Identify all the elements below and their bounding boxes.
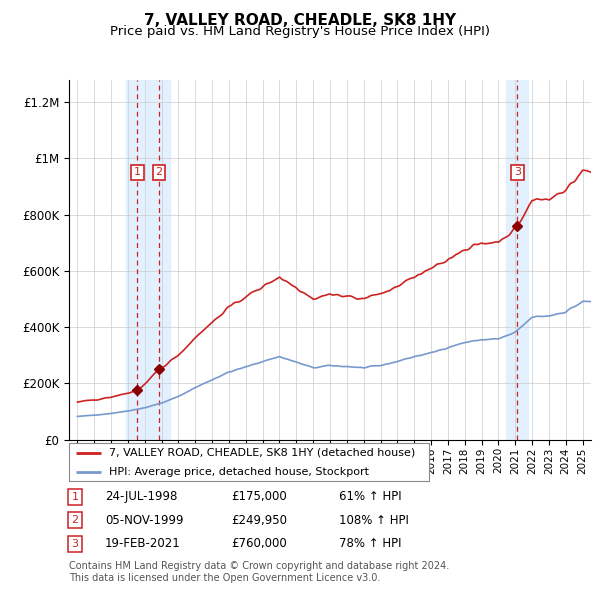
Text: 61% ↑ HPI: 61% ↑ HPI <box>339 490 401 503</box>
Bar <box>127 80 148 440</box>
Text: 7, VALLEY ROAD, CHEADLE, SK8 1HY (detached house): 7, VALLEY ROAD, CHEADLE, SK8 1HY (detach… <box>109 448 415 458</box>
Text: 7, VALLEY ROAD, CHEADLE, SK8 1HY: 7, VALLEY ROAD, CHEADLE, SK8 1HY <box>144 13 456 28</box>
Text: 78% ↑ HPI: 78% ↑ HPI <box>339 537 401 550</box>
Text: 2: 2 <box>155 168 163 178</box>
Bar <box>506 80 529 440</box>
Text: 108% ↑ HPI: 108% ↑ HPI <box>339 514 409 527</box>
Text: 2: 2 <box>71 516 79 525</box>
Text: 1: 1 <box>134 168 141 178</box>
Text: 3: 3 <box>71 539 79 549</box>
Text: 05-NOV-1999: 05-NOV-1999 <box>105 514 184 527</box>
Text: HPI: Average price, detached house, Stockport: HPI: Average price, detached house, Stoc… <box>109 467 368 477</box>
Text: Price paid vs. HM Land Registry's House Price Index (HPI): Price paid vs. HM Land Registry's House … <box>110 25 490 38</box>
Text: 3: 3 <box>514 168 521 178</box>
Bar <box>148 80 170 440</box>
Text: £760,000: £760,000 <box>231 537 287 550</box>
Text: 19-FEB-2021: 19-FEB-2021 <box>105 537 181 550</box>
Text: Contains HM Land Registry data © Crown copyright and database right 2024.
This d: Contains HM Land Registry data © Crown c… <box>69 561 449 583</box>
Text: 24-JUL-1998: 24-JUL-1998 <box>105 490 178 503</box>
Text: £175,000: £175,000 <box>231 490 287 503</box>
Text: £249,950: £249,950 <box>231 514 287 527</box>
Text: 1: 1 <box>71 492 79 502</box>
